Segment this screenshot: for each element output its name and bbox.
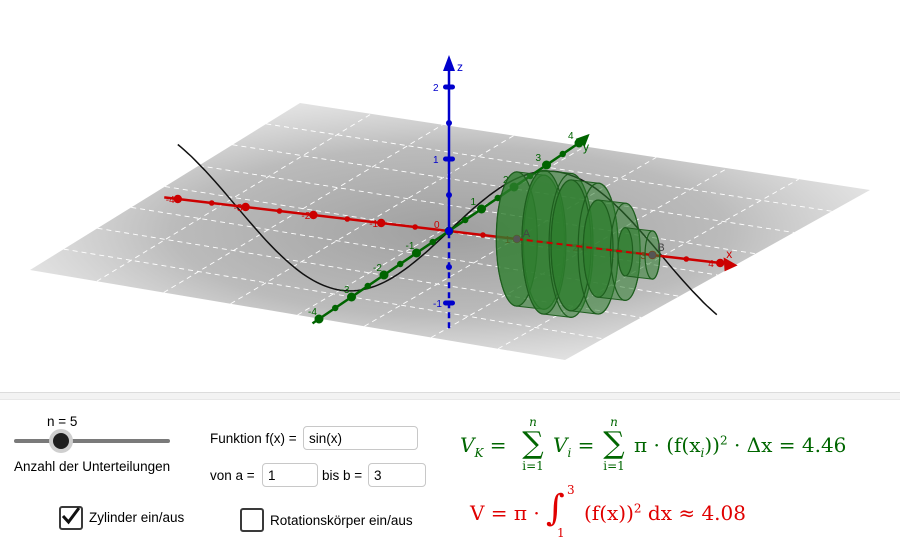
x-axis-tick bbox=[344, 216, 351, 222]
x-axis-tick bbox=[241, 202, 250, 212]
y-axis-label: y bbox=[583, 140, 589, 154]
point-a-label: A bbox=[523, 228, 531, 240]
n-slider[interactable] bbox=[14, 430, 174, 452]
point-a[interactable] bbox=[513, 235, 521, 243]
cylinder-label: Zylinder ein/aus bbox=[89, 510, 185, 525]
y-axis-tick bbox=[477, 204, 486, 214]
z-axis-label: z bbox=[457, 60, 463, 74]
grid-line bbox=[364, 156, 657, 327]
checkmark-icon bbox=[61, 507, 81, 525]
x-tick-label: -3 bbox=[234, 203, 243, 214]
y-axis-tick bbox=[542, 160, 551, 170]
y-axis-tick bbox=[314, 314, 324, 324]
rotation-label: Rotationskörper ein/aus bbox=[270, 513, 413, 528]
z-axis-tick bbox=[443, 84, 455, 90]
point-b-label: B bbox=[657, 242, 664, 254]
z-axis-arrow-icon bbox=[443, 55, 455, 71]
point-b[interactable] bbox=[648, 251, 656, 259]
y-axis-tick bbox=[429, 238, 436, 246]
cylinder-disc bbox=[617, 227, 661, 280]
x-tick-label: -1 bbox=[369, 219, 378, 230]
x-axis-tick bbox=[309, 210, 318, 220]
y-axis-tick bbox=[379, 270, 389, 280]
z-tick-label: 2 bbox=[433, 83, 439, 94]
control-panel: n = 5 Anzahl der Unterteilungen Funktion… bbox=[0, 400, 900, 550]
x-axis-tick bbox=[377, 218, 386, 228]
y-tick-label: 3 bbox=[536, 153, 542, 164]
x-axis-tick bbox=[208, 200, 215, 206]
y-axis-tick bbox=[574, 138, 584, 148]
from-label: von a = bbox=[210, 468, 255, 483]
y-tick-label: 1 bbox=[471, 197, 477, 208]
x-tick-label: 4 bbox=[708, 259, 714, 270]
z-axis-tick bbox=[443, 300, 455, 306]
y-axis-tick bbox=[332, 304, 339, 312]
x-axis-tick bbox=[412, 224, 418, 230]
rotation-checkbox[interactable] bbox=[240, 508, 264, 532]
z-axis-tick bbox=[443, 156, 455, 162]
y-tick-label: -3 bbox=[341, 285, 350, 296]
grid-line bbox=[232, 144, 794, 233]
z-axis-tick bbox=[446, 120, 452, 126]
function-label: Funktion f(x) = bbox=[210, 431, 297, 446]
to-label: bis b = bbox=[322, 468, 363, 483]
to-input[interactable] bbox=[368, 463, 426, 487]
z-tick-label: 1 bbox=[433, 155, 439, 166]
origin-label: 0 bbox=[434, 220, 440, 231]
y-tick-label: -2 bbox=[373, 263, 382, 274]
origin-point bbox=[445, 227, 453, 235]
cylinder-checkbox[interactable] bbox=[59, 506, 83, 530]
x-axis-tick bbox=[480, 232, 486, 238]
z-tick-label: -1 bbox=[433, 299, 442, 310]
z-axis-tick bbox=[446, 264, 452, 270]
x-tick-label: -4 bbox=[166, 195, 175, 206]
y-axis-tick bbox=[494, 194, 501, 202]
x-axis-tick bbox=[683, 256, 690, 262]
y-tick-label: -1 bbox=[406, 241, 415, 252]
slider-knob[interactable] bbox=[53, 433, 69, 449]
x-axis-tick bbox=[716, 258, 725, 268]
y-axis-tick bbox=[462, 216, 469, 224]
x-axis-tick bbox=[173, 194, 182, 204]
y-axis-tick bbox=[397, 260, 404, 268]
x-axis-label: x bbox=[726, 247, 732, 261]
x-axis-arrow-icon bbox=[723, 257, 738, 272]
slider-value-label: n = 5 bbox=[47, 414, 78, 429]
x-axis-tick bbox=[276, 208, 283, 214]
slider-caption: Anzahl der Unterteilungen bbox=[14, 459, 171, 474]
slider-track[interactable] bbox=[14, 439, 170, 443]
from-input[interactable] bbox=[262, 463, 318, 487]
y-axis-tick bbox=[347, 292, 356, 302]
y-tick-label: -4 bbox=[308, 307, 317, 318]
function-input[interactable] bbox=[303, 426, 418, 450]
y-axis-tick bbox=[412, 248, 421, 258]
cylinder-face-back bbox=[644, 230, 661, 280]
x-axis-inside-solid bbox=[516, 238, 653, 256]
y-axis-tick bbox=[364, 282, 371, 290]
x-tick-label: -2 bbox=[301, 211, 310, 222]
y-axis-tick bbox=[559, 150, 566, 158]
view-divider bbox=[0, 392, 900, 400]
z-axis-tick bbox=[446, 192, 452, 198]
grid-line bbox=[63, 248, 604, 340]
grid-line bbox=[431, 167, 728, 338]
y-tick-label: 4 bbox=[568, 131, 574, 142]
